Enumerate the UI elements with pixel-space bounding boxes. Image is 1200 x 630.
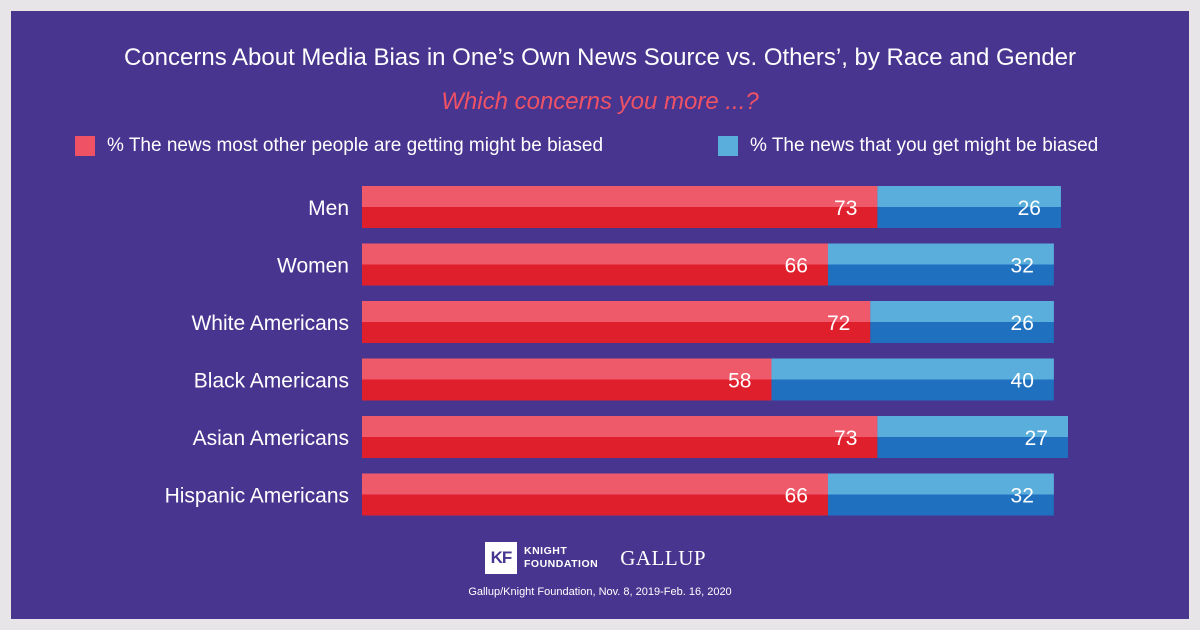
chart-title: Concerns About Media Bias in One’s Own N…: [123, 44, 1077, 71]
bar-others-women-bottom: [362, 264, 828, 286]
bar-others-hispanic-americans-top: [362, 473, 828, 495]
value-label-own-women: 32: [1011, 255, 1034, 278]
bar-own-men-top: [877, 186, 1061, 207]
bar-own-women-bottom: [827, 264, 1054, 286]
category-label-asian-americans: Asian Americans: [193, 427, 349, 450]
category-label-hispanic-americans: Hispanic Americans: [165, 485, 349, 508]
bar-own-black-americans-top: [771, 358, 1054, 380]
legend-item-own-news: % The news that you get might be biased: [718, 134, 1098, 158]
bar-own-asian-americans-top: [877, 416, 1068, 437]
legend-swatch-red: [75, 136, 95, 156]
value-label-own-white-americans: 26: [1011, 312, 1034, 335]
value-label-own-hispanic-americans: 32: [1011, 485, 1034, 508]
kf-line2: FOUNDATION: [524, 558, 599, 570]
bar-others-hispanic-americans-bottom: [362, 494, 828, 516]
bar-own-men-bottom: [877, 207, 1061, 228]
bar-own-hispanic-americans-bottom: [827, 494, 1054, 516]
kf-line1: KNIGHT: [524, 545, 568, 557]
bar-own-black-americans-bottom: [771, 379, 1054, 401]
knight-foundation-logo-icon: KF: [485, 542, 517, 574]
value-label-own-asian-americans: 27: [1025, 427, 1048, 450]
value-label-own-black-americans: 40: [1011, 370, 1034, 393]
bar-others-asian-americans-top: [362, 416, 878, 437]
value-label-others-asian-americans: 73: [834, 427, 857, 450]
value-label-own-men: 26: [1018, 197, 1041, 220]
bar-others-men-bottom: [362, 207, 878, 228]
category-label-women: Women: [277, 255, 349, 278]
bar-others-men-top: [362, 186, 878, 207]
chart-subtitle: Which concerns you more ...?: [441, 88, 759, 115]
value-label-others-black-americans: 58: [728, 370, 751, 393]
knight-foundation-wordmark: KNIGHT FOUNDATION: [524, 545, 598, 571]
source-note: Gallup/Knight Foundation, Nov. 8, 2019-F…: [468, 586, 732, 598]
bar-others-asian-americans-bottom: [362, 437, 878, 458]
bar-own-white-americans-top: [870, 301, 1054, 322]
bar-own-white-americans-bottom: [870, 322, 1054, 343]
legend-item-others-news: % The news most other people are getting…: [75, 134, 603, 158]
legend-label-others-news: % The news most other people are getting…: [107, 135, 604, 156]
bar-others-white-americans-bottom: [362, 322, 871, 343]
value-label-others-women: 66: [785, 255, 808, 278]
bar-own-hispanic-americans-top: [827, 473, 1054, 495]
category-label-men: Men: [308, 197, 349, 220]
value-label-others-men: 73: [834, 197, 857, 220]
bar-others-black-americans-top: [362, 358, 772, 380]
value-label-others-hispanic-americans: 66: [785, 485, 808, 508]
bar-own-women-top: [827, 243, 1054, 265]
bar-others-black-americans-bottom: [362, 379, 772, 401]
legend-label-own-news: % The news that you get might be biased: [750, 135, 1099, 156]
legend-swatch-blue: [718, 136, 738, 156]
bar-others-white-americans-top: [362, 301, 871, 322]
category-label-black-americans: Black Americans: [194, 370, 349, 393]
category-label-white-americans: White Americans: [191, 312, 349, 335]
value-label-others-white-americans: 72: [827, 312, 850, 335]
bar-own-asian-americans-bottom: [877, 437, 1068, 458]
gallup-logo: GALLUP: [620, 545, 707, 570]
bar-others-women-top: [362, 243, 828, 265]
logos: KF KNIGHT FOUNDATION GALLUP: [485, 542, 706, 574]
